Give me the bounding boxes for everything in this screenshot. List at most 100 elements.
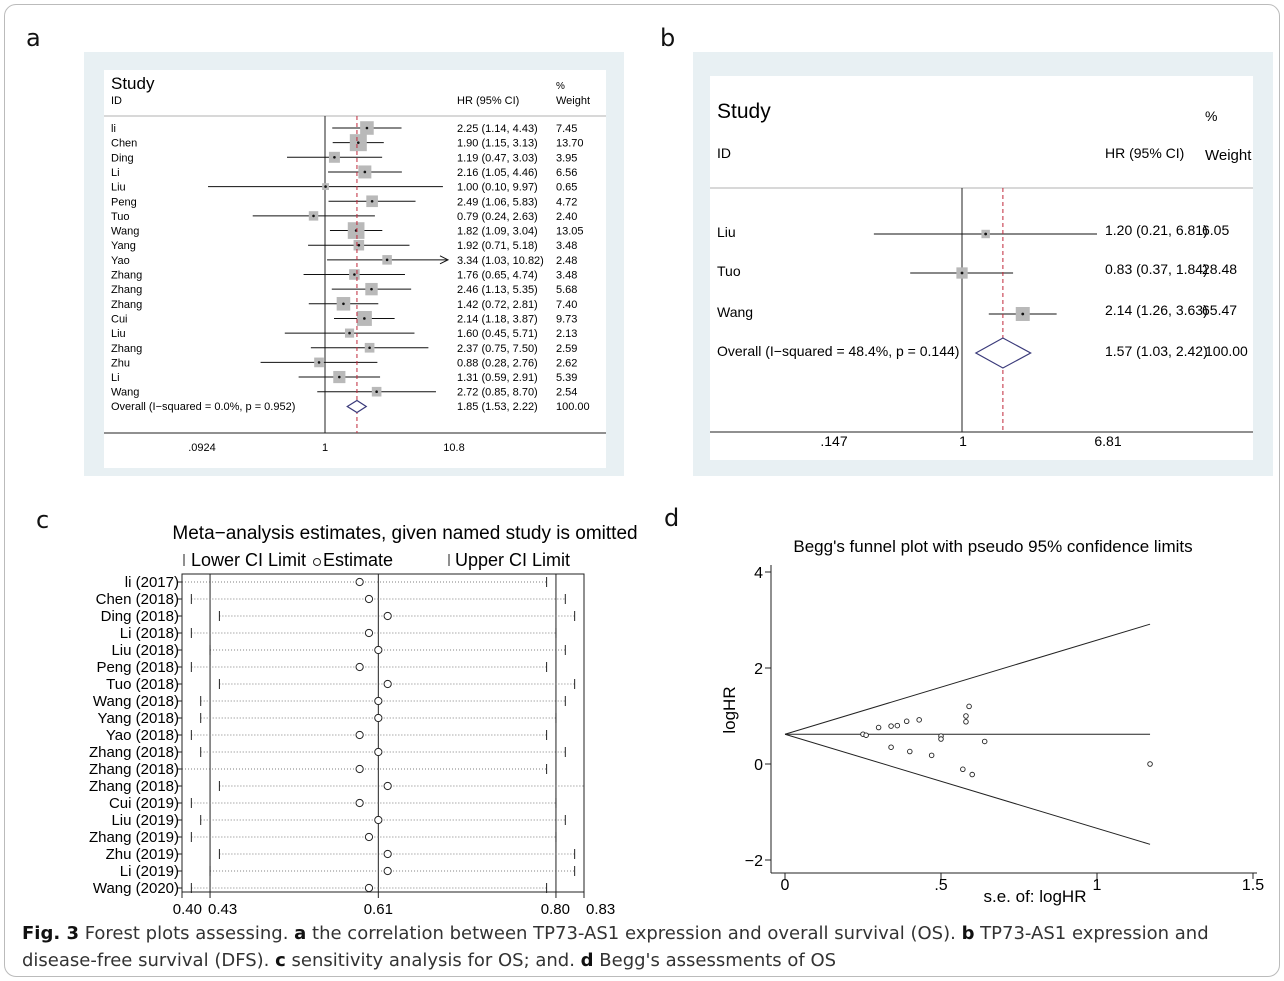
tick-label-one: 1 — [959, 433, 967, 449]
panel-a-plot-area: Study ID HR (95% CI) % Weight .0924 1 10… — [104, 70, 606, 468]
y-tick-label: 2 — [754, 661, 763, 678]
panel-a-label: a — [26, 24, 41, 52]
study-id-label: Zhu — [111, 357, 130, 369]
point-estimate — [353, 273, 356, 276]
percent-header: % — [1205, 108, 1217, 124]
point-estimate — [348, 331, 351, 335]
pooled-diamond — [346, 399, 368, 414]
hr-ci-text: 2.25 (1.14, 4.43) — [457, 123, 538, 135]
caption-panel-c: c — [275, 950, 286, 971]
estimate-circle — [383, 611, 392, 621]
omitted-study-label: Zhang (2018) — [89, 761, 179, 778]
lower-pseudo-ci-line — [784, 733, 1151, 845]
weight-header: Weight — [556, 95, 590, 107]
overall-label: Overall (I−squared = 48.4%, p = 0.144) — [717, 343, 959, 359]
panel-b-background: Study ID HR (95% CI) % Weight .147 1 6.8… — [693, 52, 1273, 476]
study-point — [963, 713, 969, 719]
caption-panel-b: b — [961, 923, 975, 944]
estimate-circle — [374, 815, 383, 825]
tick-label-low: .147 — [820, 433, 847, 449]
tick-label-high: 10.8 — [443, 442, 464, 454]
estimate-circle — [355, 730, 364, 740]
point-estimate — [342, 302, 345, 306]
weight-text: 7.40 — [556, 299, 577, 311]
omitted-study-label: Li (2018) — [120, 625, 179, 642]
sensitivity-title: Meta−analysis estimates, given named stu… — [172, 523, 637, 544]
estimate-circle — [364, 883, 374, 893]
point-estimate — [368, 346, 371, 350]
estimate-circle — [355, 798, 364, 808]
point-estimate — [357, 243, 361, 247]
sensitivity-plot: Meta−analysis estimates, given named stu… — [89, 523, 638, 918]
omitted-study-label: Zhang (2019) — [89, 829, 179, 846]
point-estimate — [357, 141, 360, 144]
caption-text-2: the correlation between TP73-AS1 express… — [306, 923, 962, 944]
caption-panel-a: a — [294, 923, 307, 944]
point-estimate — [1021, 312, 1025, 316]
weight-header: Weight — [1205, 147, 1252, 164]
hr-ci-text: 1.00 (0.10, 9.97) — [457, 182, 538, 194]
legend-estimate-marker — [313, 558, 321, 566]
overall-hr: 1.85 (1.53, 2.22) — [457, 401, 538, 413]
point-estimate — [365, 126, 369, 130]
weight-text: 13.70 — [556, 138, 584, 150]
omitted-study-label: Wang (2018) — [93, 693, 179, 710]
point-estimate — [370, 287, 373, 291]
study-point — [966, 703, 972, 710]
study-id-label: Ding — [111, 152, 134, 164]
omitted-study-label: Tuo (2018) — [106, 676, 179, 693]
x-tick-label: 1 — [1093, 877, 1102, 894]
caption-fig-number: Fig. 3 — [22, 923, 79, 944]
x-tick-label: 0.40 — [173, 901, 202, 918]
omitted-study-label: Peng (2018) — [96, 659, 179, 676]
hr-ci-text: 2.37 (0.75, 7.50) — [457, 343, 538, 355]
estimate-circle — [364, 832, 374, 842]
estimate-circle — [383, 849, 392, 859]
tick-label-one: 1 — [322, 442, 328, 454]
study-id-label: Zhang — [111, 284, 142, 296]
point-estimate — [312, 214, 315, 218]
legend-estimate: Estimate — [323, 550, 393, 570]
point-estimate — [324, 185, 327, 188]
weight-text: 5.68 — [556, 284, 577, 296]
overall-weight: 100.00 — [556, 401, 590, 413]
study-point — [938, 736, 944, 742]
estimate-circle — [355, 764, 364, 774]
hr-ci-text: 1.42 (0.72, 2.81) — [457, 299, 538, 311]
estimate-circle — [374, 645, 383, 655]
point-estimate — [375, 390, 378, 394]
point-estimate — [333, 156, 336, 159]
hr-ci-text: 2.16 (1.05, 4.46) — [457, 167, 538, 179]
hr-ci-text: 0.88 (0.28, 2.76) — [457, 357, 538, 369]
weight-text: 6.05 — [1202, 222, 1229, 238]
hr-ci-text: 1.31 (0.59, 2.91) — [457, 372, 538, 384]
sensitivity-frame — [181, 573, 585, 893]
funnel-title: Begg's funnel plot with pseudo 95% confi… — [793, 537, 1192, 556]
funnel-xlabel: s.e. of: logHR — [984, 887, 1087, 906]
hr-ci-text: 1.92 (0.71, 5.18) — [457, 240, 538, 252]
study-id-label: Li — [111, 372, 120, 384]
percent-header: % — [556, 81, 565, 92]
figure-frame — [4, 4, 1280, 977]
ci-arrow — [439, 255, 450, 265]
study-id-label: li — [111, 123, 116, 135]
x-tick-label: 0 — [781, 877, 790, 894]
pooled-diamond — [974, 337, 1032, 369]
study-id-label: Tuo — [717, 263, 741, 279]
hr-ci-text: 0.83 (0.37, 1.84) — [1105, 261, 1208, 277]
hr-ci-text: 1.19 (0.47, 3.03) — [457, 152, 538, 164]
study-point — [981, 738, 988, 745]
study-id-label: Chen — [111, 138, 137, 150]
weight-text: 5.39 — [556, 372, 577, 384]
overall-label: Overall (I−squared = 0.0%, p = 0.952) — [111, 401, 295, 413]
study-id-label: Zhang — [111, 270, 142, 282]
panel-d-label: d — [664, 504, 680, 532]
hr-ci-text: 1.90 (1.15, 3.13) — [457, 138, 538, 150]
hr-ci-text: 2.46 (1.13, 5.35) — [457, 284, 538, 296]
estimate-circle — [374, 696, 383, 706]
study-id-label: Cui — [111, 313, 128, 325]
weight-text: 3.95 — [556, 152, 577, 164]
study-id-label: Tuo — [111, 211, 130, 223]
x-tick-label: 0.83 — [586, 901, 615, 918]
overall-weight: 100.00 — [1205, 343, 1248, 359]
